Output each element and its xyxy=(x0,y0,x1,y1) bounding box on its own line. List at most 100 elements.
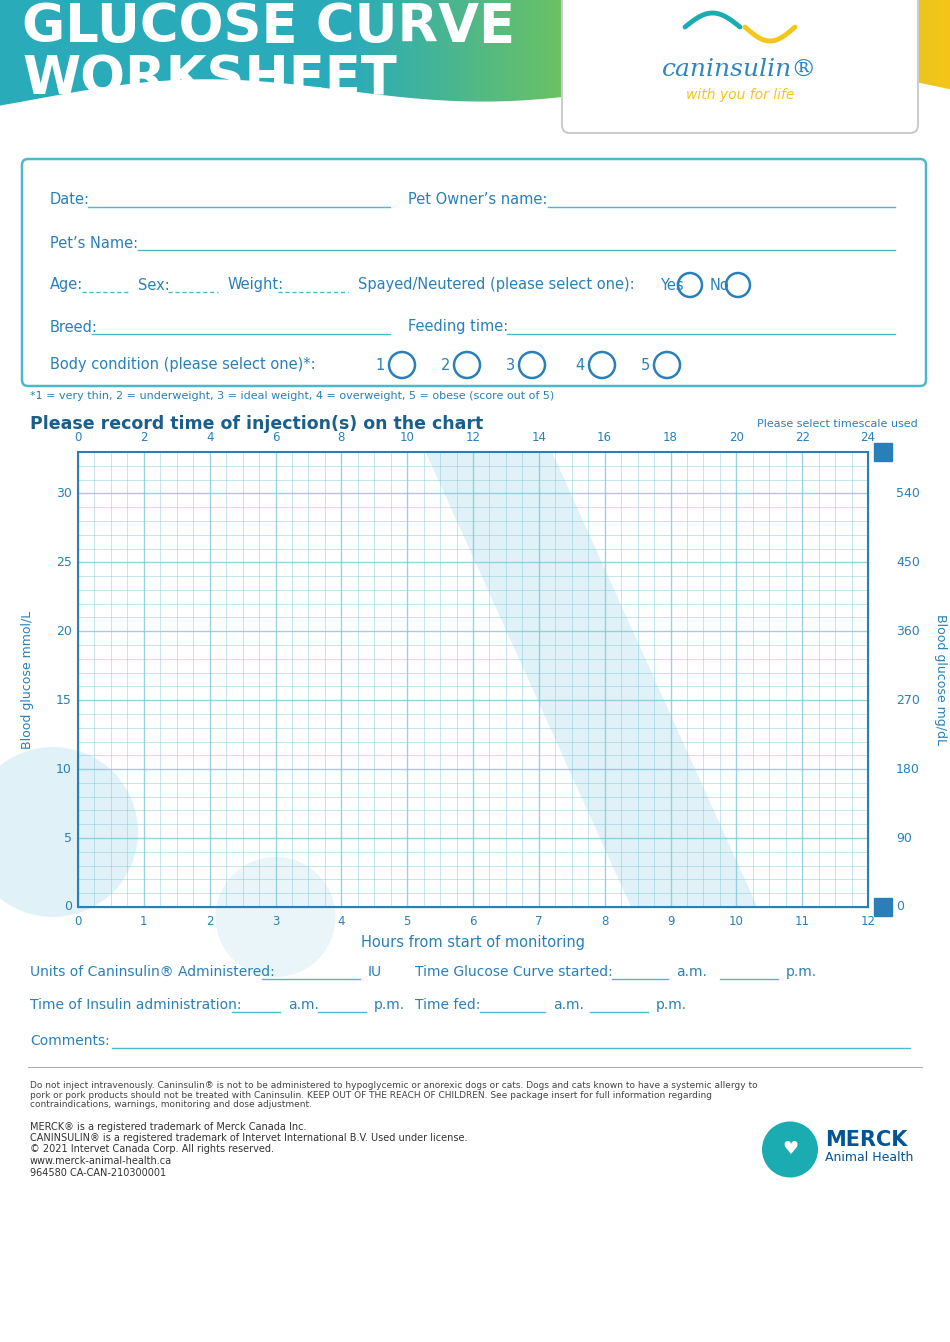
Bar xyxy=(418,0,421,148)
Text: CANINSULIN® is a registered trademark of Intervet International B.V. Used under : CANINSULIN® is a registered trademark of… xyxy=(30,1133,467,1143)
Bar xyxy=(490,0,492,148)
Bar xyxy=(486,0,488,148)
Bar xyxy=(930,0,933,148)
Bar xyxy=(740,0,743,148)
Text: 0: 0 xyxy=(896,900,904,914)
Bar xyxy=(442,0,445,148)
Bar xyxy=(534,0,537,148)
Text: Yes: Yes xyxy=(660,278,684,293)
Bar xyxy=(594,0,597,148)
Bar xyxy=(384,0,387,148)
Bar xyxy=(938,0,940,148)
Bar xyxy=(446,0,448,148)
Bar xyxy=(822,0,825,148)
Text: 18: 18 xyxy=(663,431,678,444)
Text: WORKSHEET: WORKSHEET xyxy=(22,52,397,105)
Bar xyxy=(438,0,441,148)
Text: 9: 9 xyxy=(667,915,674,929)
Text: 1: 1 xyxy=(376,357,385,373)
Text: Age:: Age: xyxy=(50,278,84,293)
Bar xyxy=(388,0,390,148)
Bar xyxy=(444,0,446,148)
Text: *1 = very thin, 2 = underweight, 3 = ideal weight, 4 = overweight, 5 = obese (sc: *1 = very thin, 2 = underweight, 3 = ide… xyxy=(30,391,554,401)
Text: Blood glucose mg/dL: Blood glucose mg/dL xyxy=(934,615,946,745)
Bar xyxy=(756,0,758,148)
Text: 0: 0 xyxy=(64,900,72,914)
Bar xyxy=(762,0,765,148)
Bar xyxy=(436,0,439,148)
Polygon shape xyxy=(426,452,757,907)
Bar xyxy=(658,0,660,148)
Bar xyxy=(640,0,642,148)
Bar xyxy=(830,0,832,148)
Bar xyxy=(554,0,557,148)
Bar xyxy=(556,0,559,148)
Text: 20: 20 xyxy=(729,431,744,444)
Bar xyxy=(644,0,647,148)
Bar xyxy=(660,0,662,148)
Text: 11: 11 xyxy=(794,915,809,929)
Bar xyxy=(400,0,403,148)
Text: 8: 8 xyxy=(337,431,345,444)
Bar xyxy=(692,0,694,148)
Bar xyxy=(368,0,371,148)
Bar xyxy=(488,0,490,148)
Bar xyxy=(610,0,613,148)
Bar xyxy=(784,0,787,148)
Text: 30: 30 xyxy=(56,487,72,499)
Bar xyxy=(728,0,731,148)
Bar xyxy=(706,0,709,148)
Bar xyxy=(618,0,620,148)
Text: 12: 12 xyxy=(466,431,481,444)
Bar xyxy=(78,452,868,907)
Bar xyxy=(864,0,866,148)
Bar xyxy=(854,0,857,148)
Bar xyxy=(570,0,573,148)
Text: 10: 10 xyxy=(56,762,72,776)
Bar xyxy=(874,443,892,462)
Bar xyxy=(766,0,769,148)
Text: ♥: ♥ xyxy=(782,1141,798,1158)
Text: 6: 6 xyxy=(272,431,279,444)
Text: pork or pork products should not be treated with Caninsulin. KEEP OUT OF THE REA: pork or pork products should not be trea… xyxy=(30,1091,712,1099)
Bar xyxy=(686,0,689,148)
Text: p.m.: p.m. xyxy=(656,998,687,1012)
Bar xyxy=(434,0,436,148)
Bar xyxy=(524,0,526,148)
Bar xyxy=(456,0,459,148)
Bar xyxy=(856,0,859,148)
Text: MERCK® is a registered trademark of Merck Canada Inc.: MERCK® is a registered trademark of Merc… xyxy=(30,1122,307,1131)
Bar xyxy=(450,0,452,148)
Bar xyxy=(884,0,886,148)
Bar xyxy=(484,0,486,148)
Bar xyxy=(780,0,783,148)
Bar xyxy=(698,0,700,148)
Bar xyxy=(828,0,830,148)
Bar xyxy=(592,0,595,148)
Bar xyxy=(550,0,553,148)
Bar xyxy=(842,0,845,148)
Bar xyxy=(422,0,425,148)
Text: Pet Owner’s name:: Pet Owner’s name: xyxy=(408,192,547,208)
Bar xyxy=(688,0,691,148)
Circle shape xyxy=(216,858,335,977)
Text: 270: 270 xyxy=(896,694,920,707)
Bar xyxy=(540,0,542,148)
Bar xyxy=(538,0,541,148)
Bar xyxy=(934,0,937,148)
Text: 14: 14 xyxy=(531,431,546,444)
Bar xyxy=(614,0,617,148)
Bar xyxy=(770,0,772,148)
Text: 4: 4 xyxy=(576,357,585,373)
Bar xyxy=(806,0,808,148)
Bar xyxy=(362,0,365,148)
Bar xyxy=(886,0,888,148)
Text: IU: IU xyxy=(368,965,382,980)
Bar xyxy=(932,0,935,148)
Bar xyxy=(600,0,602,148)
Bar xyxy=(666,0,669,148)
Bar xyxy=(426,0,428,148)
Text: Animal Health: Animal Health xyxy=(825,1151,913,1164)
Bar xyxy=(398,0,401,148)
FancyBboxPatch shape xyxy=(22,158,926,386)
